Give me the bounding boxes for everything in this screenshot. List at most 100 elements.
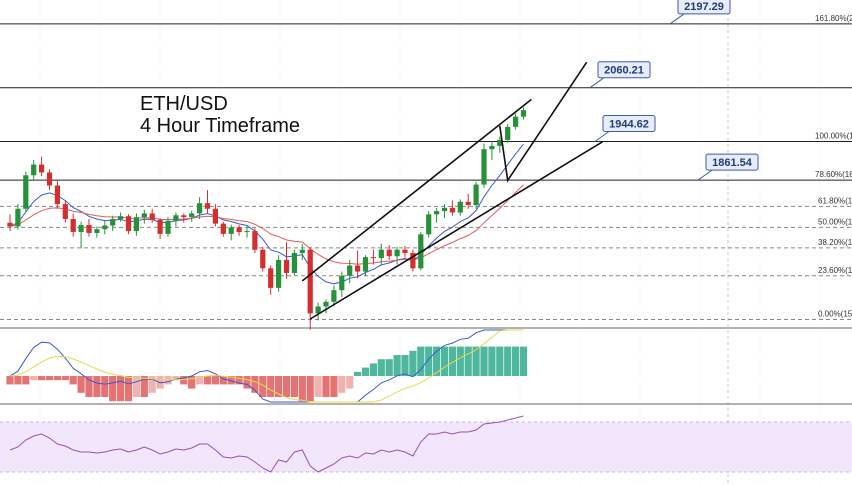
candle-body (481, 149, 487, 185)
macd-histogram-bar (30, 376, 38, 381)
candle-body (228, 227, 234, 234)
macd-histogram-bar (93, 376, 101, 397)
candle-body (31, 164, 37, 176)
candle-body (149, 213, 155, 220)
channel-lower-line (309, 141, 603, 320)
candle-body (133, 217, 139, 232)
macd-histogram-bar (172, 376, 180, 381)
macd-histogram-bar (298, 376, 306, 402)
candle-body (489, 145, 495, 150)
candle-body (252, 231, 258, 250)
candle-body (339, 275, 345, 291)
macd-histogram-bar (53, 376, 61, 381)
macd-histogram-bar (180, 376, 188, 385)
macd-histogram-bar (290, 376, 298, 397)
macd-histogram-bar (512, 346, 520, 376)
macd-histogram-bar (480, 346, 488, 376)
candle-body (331, 290, 337, 302)
price-callout-box (705, 153, 759, 171)
candle-body (260, 249, 266, 269)
fib-level-label: 0.00%(15 (818, 309, 852, 318)
callout-pointer (594, 131, 610, 142)
macd-histogram-bar (109, 376, 117, 402)
fib-level-label: 78.60%(18 (815, 170, 852, 179)
candle-body (465, 201, 471, 206)
candle-body (197, 203, 203, 214)
macd-histogram-bar (330, 376, 338, 397)
candle-body (189, 213, 195, 218)
moving-averages (9, 143, 524, 285)
macd-histogram-bar (322, 376, 330, 397)
candle-body (283, 259, 290, 273)
candle-body (268, 268, 274, 288)
breakout-path-line (499, 61, 588, 183)
candle-body (118, 216, 124, 219)
macd-histogram-bar (148, 376, 156, 393)
candle-body (236, 227, 242, 233)
trend-channel (301, 61, 603, 320)
price-callout-box (677, 0, 731, 15)
channel-upper-line (301, 98, 532, 282)
callout-pointer (669, 13, 685, 25)
moving-average-line (9, 143, 524, 285)
candle-body (23, 175, 29, 209)
macd-histogram-bar (504, 346, 512, 376)
macd-histogram-bar (393, 355, 401, 376)
macd-histogram-bar (409, 350, 417, 376)
macd-histogram-bar (38, 376, 46, 381)
fib-level-label: 161.80%(21 (815, 14, 852, 23)
candlesticks (7, 107, 527, 330)
price-levels: 161.80%(21 100.00%(19 78.60%(18 61.80%(17 50… (0, 14, 852, 320)
macd-histogram-bar (456, 346, 464, 376)
macd-histogram-bar (377, 359, 385, 376)
macd-histogram-bar (472, 346, 480, 376)
macd-histogram-bar (251, 376, 259, 393)
macd-histogram-bar (259, 376, 267, 397)
macd-histogram-bar (14, 376, 22, 385)
fib-level-label: 61.80%(17 (818, 196, 852, 205)
candle-body (141, 213, 147, 218)
price-callouts: 2197.29 2060.21 1944.62 1861.54 (589, 0, 759, 181)
price-callout-label: 2197.29 (684, 1, 724, 13)
fib-level-label: 23.60%(16 (818, 266, 852, 275)
candle-body (457, 201, 463, 213)
candle-body (110, 218, 116, 226)
candle-body (78, 225, 84, 233)
rsi-line (9, 415, 524, 473)
macd-histogram-bar (61, 376, 69, 381)
candle-body (39, 164, 45, 173)
macd-histogram-bar (140, 376, 148, 397)
candle-body (323, 301, 329, 307)
candle-body (181, 215, 187, 218)
macd-histogram-bar (211, 376, 219, 385)
price-callout-label: 2060.21 (604, 65, 644, 77)
candle-body (86, 225, 92, 233)
macd-histogram-bar (69, 376, 77, 385)
candle-body (62, 204, 68, 219)
chart-title-pair: ETH/USD (140, 93, 228, 115)
candle-body (370, 257, 376, 259)
candle-body (402, 249, 408, 253)
candle-body (94, 229, 100, 233)
candle-body (204, 203, 211, 209)
macd-histogram-bar (346, 376, 354, 389)
macd-histogram-bar (361, 367, 370, 376)
macd-histogram-bar (440, 346, 449, 376)
fib-level-label: 100.00%(19 (815, 131, 852, 140)
candle-body (362, 257, 369, 272)
candle-body (157, 219, 163, 234)
candle-body (7, 222, 13, 227)
moving-average-line (9, 184, 524, 265)
macd-histogram-bar (464, 346, 472, 376)
candle-body (102, 225, 108, 230)
candle-body (307, 249, 313, 314)
candle-body (505, 126, 511, 140)
macd-histogram-bar (306, 376, 314, 402)
macd-line (9, 329, 524, 403)
candle-body (220, 223, 226, 234)
macd-panel (6, 329, 528, 403)
candle-body (125, 216, 132, 232)
macd-histogram-bar (124, 376, 133, 402)
